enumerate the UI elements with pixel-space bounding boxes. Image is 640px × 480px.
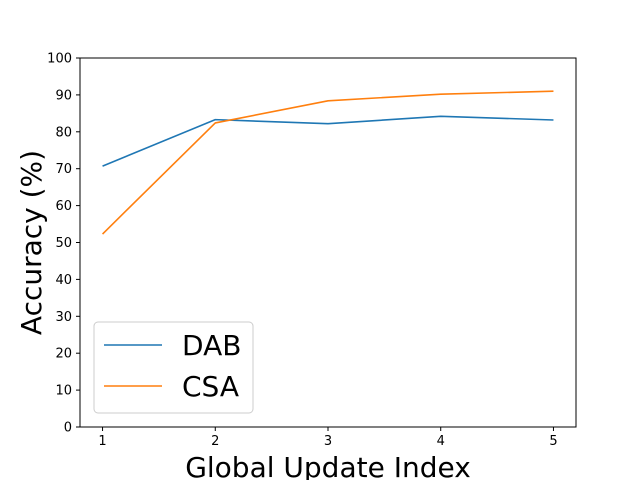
x-tick-label: 1 <box>98 434 106 449</box>
legend-label-dab: DAB <box>182 329 241 362</box>
y-tick-label: 20 <box>55 347 72 362</box>
y-tick-label: 100 <box>47 52 72 67</box>
x-tick-label: 3 <box>324 434 332 449</box>
y-tick-label: 60 <box>55 199 72 214</box>
x-axis-label: Global Update Index <box>185 451 471 480</box>
series-line-csa <box>101 90 554 235</box>
y-tick-label: 50 <box>55 236 72 251</box>
y-tick-label: 40 <box>55 273 72 288</box>
y-axis-ticks: 0 10 20 30 40 50 60 70 80 90 100 <box>47 52 80 436</box>
y-tick-label: 30 <box>55 310 72 325</box>
y-tick-label: 0 <box>64 421 72 436</box>
y-tick-label: 70 <box>55 162 72 177</box>
legend-label-csa: CSA <box>182 370 239 403</box>
y-tick-label: 10 <box>55 384 72 399</box>
x-tick-label: 4 <box>437 434 445 449</box>
x-tick-label: 2 <box>211 434 219 449</box>
x-axis-ticks: 1 2 3 4 5 <box>98 427 558 449</box>
x-tick-label: 5 <box>549 434 557 449</box>
series-line-dab <box>102 115 554 167</box>
y-axis-label: Accuracy (%) <box>15 150 48 335</box>
y-tick-label: 90 <box>55 88 72 103</box>
y-tick-label: 80 <box>55 125 72 140</box>
legend: DAB CSA <box>93 321 254 414</box>
plot-lines <box>101 90 554 235</box>
